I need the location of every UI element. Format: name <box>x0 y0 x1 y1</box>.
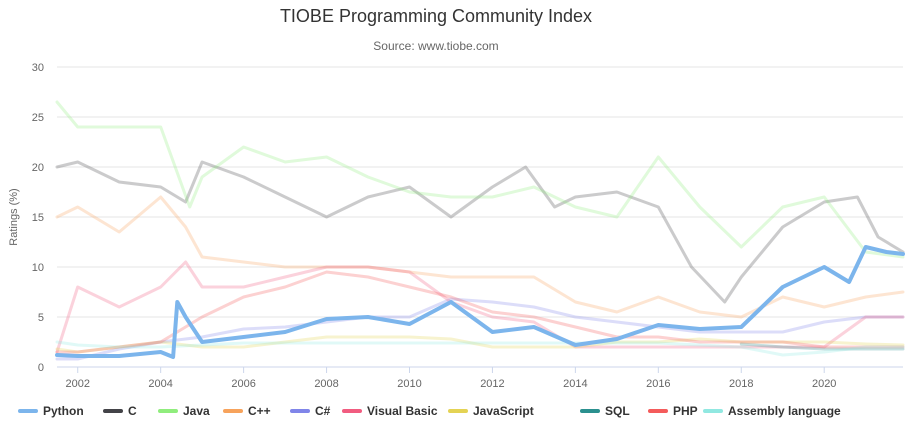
legend-item-visual-basic[interactable]: Visual Basic <box>342 404 438 418</box>
series-line-c[interactable] <box>55 297 905 361</box>
legend-label: Assembly language <box>728 404 841 418</box>
series-line-c[interactable] <box>55 160 905 304</box>
x-tick-label: 2018 <box>729 378 753 390</box>
x-tick-label: 2004 <box>148 378 172 390</box>
chart-title: TIOBE Programming Community Index <box>280 6 592 26</box>
y-tick-label: 0 <box>38 362 44 374</box>
legend-item-php[interactable]: PHP <box>648 404 698 418</box>
legend-label: Java <box>183 404 210 418</box>
legend-item-c[interactable]: C++ <box>223 404 271 418</box>
y-tick-label: 20 <box>32 162 44 174</box>
legend-label: JavaScript <box>473 404 534 418</box>
series-line-python[interactable] <box>55 245 905 359</box>
x-tick-label: 2020 <box>812 378 836 390</box>
x-tick-label: 2016 <box>646 378 670 390</box>
legend-label: Visual Basic <box>367 404 438 418</box>
legend-label: PHP <box>673 404 698 418</box>
x-tick-label: 2012 <box>480 378 504 390</box>
y-tick-label: 10 <box>32 262 44 274</box>
series-line-assembly-language[interactable] <box>55 340 905 357</box>
x-tick-label: 2006 <box>231 378 255 390</box>
legend-label: C <box>128 404 137 418</box>
chart-subtitle: Source: www.tiobe.com <box>373 39 498 53</box>
series-line-php[interactable] <box>55 270 905 354</box>
legend-label: SQL <box>605 404 630 418</box>
x-tick-label: 2008 <box>314 378 338 390</box>
series-line-c[interactable] <box>55 195 905 319</box>
series-line-java[interactable] <box>55 100 905 259</box>
x-tick-label: 2002 <box>65 378 89 390</box>
legend-label: C# <box>315 404 331 418</box>
series-line-sql[interactable] <box>739 342 905 351</box>
legend-item-assembly-language[interactable]: Assembly language <box>703 404 841 418</box>
legend-item-javascript[interactable]: JavaScript <box>448 404 534 418</box>
legend-item-java[interactable]: Java <box>158 404 210 418</box>
legend-label: C++ <box>248 404 271 418</box>
x-tick-label: 2010 <box>397 378 421 390</box>
y-tick-label: 25 <box>32 112 44 124</box>
legend-label: Python <box>43 404 84 418</box>
legend-item-python[interactable]: Python <box>18 404 84 418</box>
legend-item-c[interactable]: C# <box>290 404 331 418</box>
y-tick-label: 5 <box>38 312 44 324</box>
legend-item-c[interactable]: C <box>103 404 137 418</box>
legend-item-sql[interactable]: SQL <box>580 404 630 418</box>
y-tick-label: 15 <box>32 212 44 224</box>
y-axis-label: Ratings (%) <box>8 188 20 245</box>
series-line-javascript[interactable] <box>55 335 905 354</box>
x-tick-label: 2014 <box>563 378 587 390</box>
y-tick-label: 30 <box>32 62 44 74</box>
